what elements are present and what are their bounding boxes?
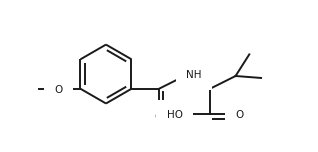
Text: O: O (155, 112, 163, 122)
Text: O: O (55, 85, 63, 95)
Text: NH: NH (186, 70, 202, 80)
Text: O: O (236, 110, 244, 120)
Text: HO: HO (167, 110, 183, 120)
